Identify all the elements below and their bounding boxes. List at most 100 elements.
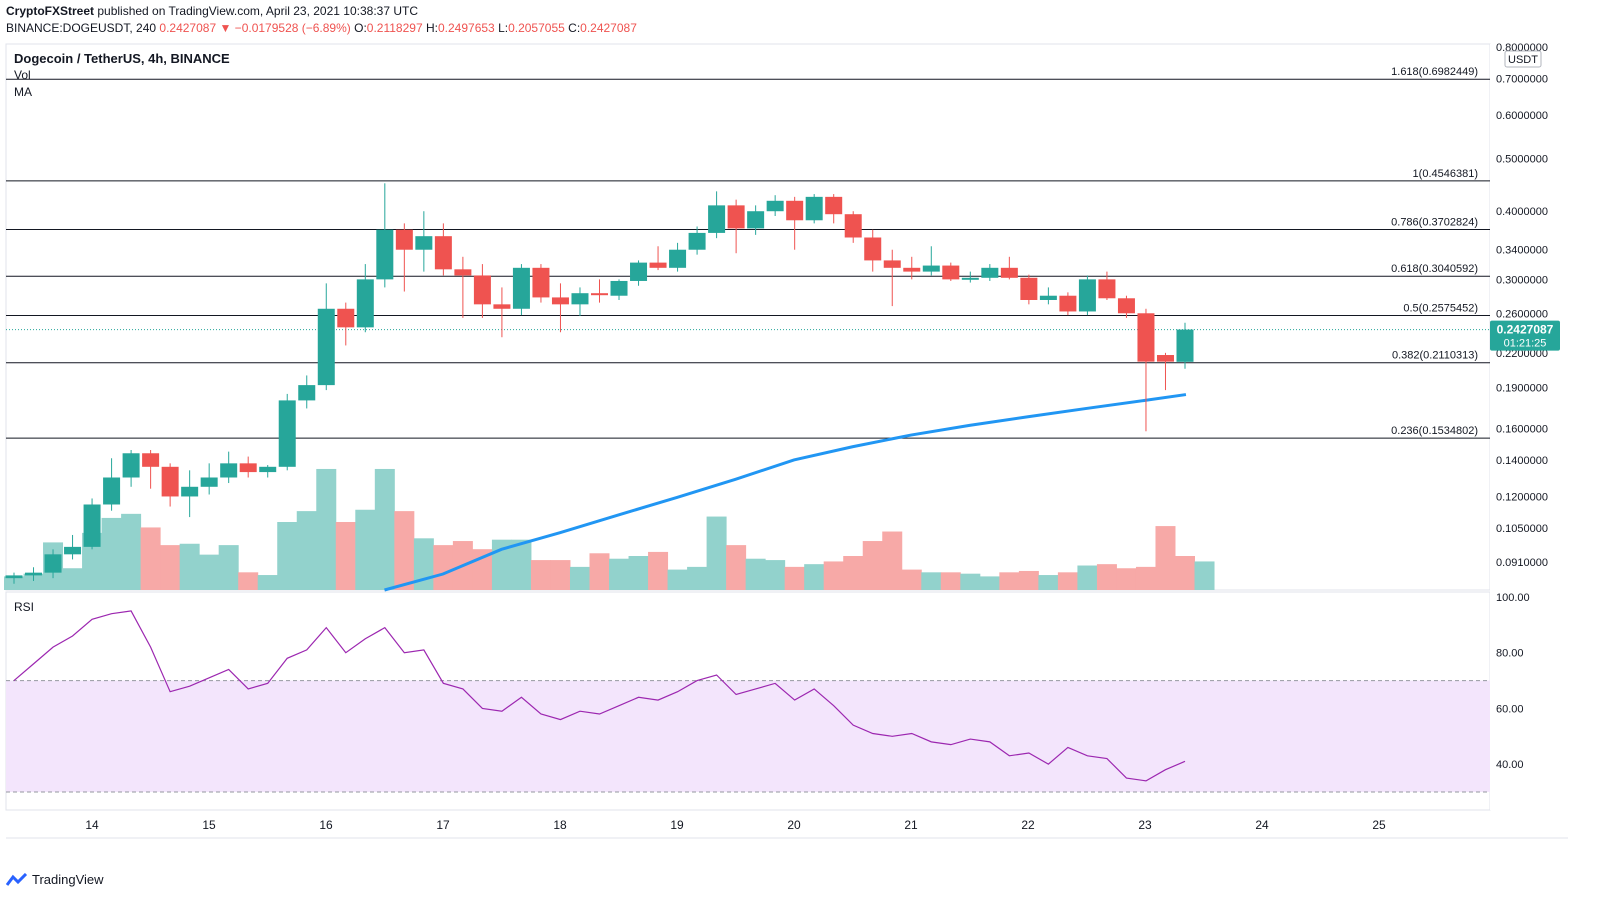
volume-bar <box>823 561 844 590</box>
countdown-value: 01:21:25 <box>1504 338 1547 350</box>
candle-body <box>1078 279 1096 312</box>
time-tick-label: 25 <box>1372 818 1386 832</box>
volume-bar <box>433 545 454 590</box>
volume-bar <box>160 545 181 590</box>
open-label: O: <box>354 21 367 35</box>
candle-body <box>317 308 335 386</box>
volume-bar <box>960 573 981 590</box>
volume-bar <box>569 566 590 590</box>
time-tick-label: 23 <box>1138 818 1152 832</box>
volume-bar <box>238 572 259 590</box>
candle-body <box>161 466 179 497</box>
rsi-line <box>13 610 1186 782</box>
candle-body <box>610 280 628 296</box>
symbol-label: BINANCE:DOGEUSDT, 240 <box>6 21 157 35</box>
candle-body <box>122 453 140 478</box>
fib-level-label: 1.618(0.6982449) <box>1391 66 1478 78</box>
volume-bar <box>687 566 708 590</box>
rsi-tick-label: 80.00 <box>1496 648 1524 660</box>
volume-bar <box>1038 575 1059 590</box>
volume-bar <box>530 560 551 590</box>
candle-body <box>395 229 413 250</box>
volume-bar <box>745 558 766 590</box>
candle-body <box>25 572 43 576</box>
candle-body <box>805 196 823 221</box>
volume-bar <box>296 511 317 590</box>
candle-body <box>64 546 82 555</box>
rsi-tick-label: 60.00 <box>1496 703 1524 715</box>
price-tick-label: 0.1600000 <box>1496 423 1548 435</box>
volume-bar <box>277 522 298 590</box>
volume-bar <box>921 572 942 590</box>
volume-bar <box>628 556 649 590</box>
candle-body <box>1098 279 1116 299</box>
candle-body <box>278 400 296 467</box>
moving-average-line <box>384 393 1187 592</box>
tradingview-brand[interactable]: TradingView <box>6 872 104 887</box>
volume-bar <box>999 572 1020 590</box>
volume-bar <box>1116 568 1137 590</box>
candle-body <box>1020 277 1038 300</box>
price-tick-label: 0.5000000 <box>1496 153 1548 165</box>
candle-body <box>1039 295 1057 300</box>
price-pane[interactable] <box>5 43 1491 591</box>
price-change: ▼ −0.0179528 (−6.89%) <box>219 21 351 35</box>
candle-body <box>532 267 550 298</box>
candle-body <box>1176 329 1194 362</box>
candle-body <box>942 265 960 280</box>
candle-body <box>493 304 511 309</box>
time-tick-label: 15 <box>202 818 216 832</box>
candle-body <box>356 279 374 328</box>
volume-bar <box>1077 565 1098 590</box>
candle-body <box>1137 313 1155 362</box>
chart-title[interactable]: Dogecoin / TetherUS, 4h, BINANCE <box>14 51 230 66</box>
close-label: C: <box>568 21 581 35</box>
candle-body <box>1156 355 1174 362</box>
candle-body <box>766 200 784 212</box>
rsi-line-group <box>13 610 1186 782</box>
candle-body <box>1000 267 1018 278</box>
volume-bar <box>1018 570 1039 590</box>
price-tick-label: 0.7000000 <box>1496 74 1548 86</box>
ma-legend[interactable]: MA <box>14 85 32 99</box>
volume-bar <box>335 522 356 590</box>
candle-body <box>454 269 472 276</box>
volume-bar <box>374 468 395 590</box>
current-price-label: 0.2427087 01:21:25 <box>1490 320 1560 351</box>
candle-body <box>512 267 530 309</box>
time-axis-labels: 14 15 16 17 18 19 20 21 22 23 24 25 <box>85 818 1386 832</box>
candle-body <box>708 205 726 233</box>
unit-badge[interactable]: USDT <box>1504 50 1542 68</box>
candles-group[interactable] <box>5 183 1194 584</box>
candle-body <box>727 205 745 229</box>
volume-bar <box>62 568 83 590</box>
vol-legend[interactable]: Vol <box>14 68 31 82</box>
low-label: L: <box>498 21 509 35</box>
candle-body <box>5 575 23 579</box>
volume-bar <box>1135 566 1156 590</box>
candle-body <box>103 477 121 505</box>
candle-body <box>434 236 452 270</box>
rsi-legend[interactable]: RSI <box>14 600 34 614</box>
candle-body <box>239 463 257 473</box>
volume-bar <box>82 532 103 590</box>
volume-bar <box>355 509 376 590</box>
current-price-value: 0.2427087 <box>1497 323 1554 337</box>
publisher-name[interactable]: CryptoFXStreet <box>6 4 95 18</box>
fib-levels-group[interactable]: 1.618(0.6982449) 1(0.4546381) 0.786(0.3702… <box>6 66 1490 439</box>
volume-bar <box>706 516 727 590</box>
low-value: 0.2057055 <box>508 21 565 35</box>
candle-body <box>44 554 62 573</box>
volume-bar <box>316 468 337 590</box>
candle-body <box>883 260 901 268</box>
time-tick-label: 20 <box>787 818 801 832</box>
price-tick-label: 0.2200000 <box>1496 348 1548 360</box>
volume-bar <box>1057 572 1078 590</box>
volume-bar <box>550 560 571 590</box>
price-axis[interactable] <box>1490 44 1568 810</box>
candle-body <box>200 477 218 487</box>
price-tick-label: 0.1050000 <box>1496 523 1548 535</box>
candle-body <box>688 232 706 250</box>
high-label: H: <box>425 21 438 35</box>
